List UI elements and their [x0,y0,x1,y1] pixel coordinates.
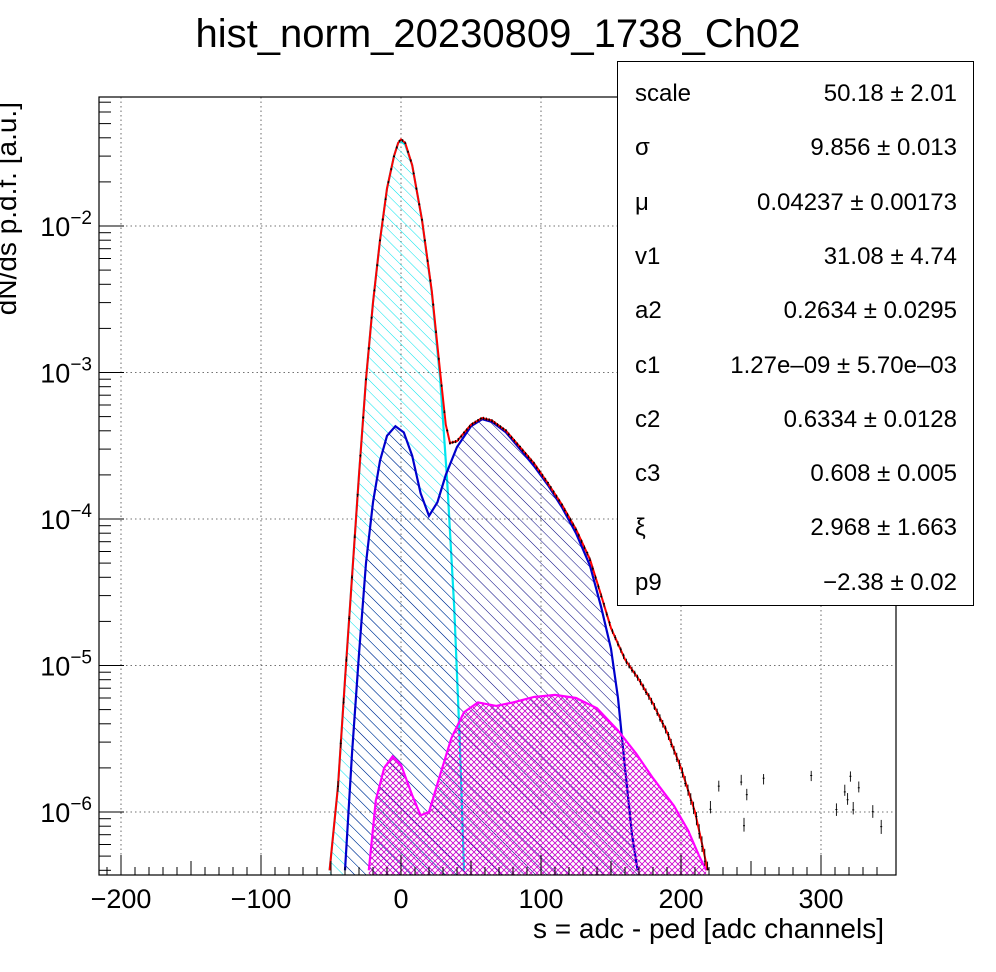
stat-value: 0.608 ± 0.005 [810,460,957,488]
axis-ticks: −200 −100 0 100 200 300 10−6 10−5 10−4 10−3 10−2 [40,101,878,914]
stat-name: scale [635,80,692,107]
second-order-component-curve-fill [368,694,707,875]
x-tick-label: 200 [658,884,703,914]
y-axis-label: dN/ds p.d.f. [a.u.] [0,102,22,315]
stat-name: p9 [635,568,662,596]
stat-row: c1 1.27e–09 ± 5.70e–03 [618,336,973,390]
stat-value: 0.2634 ± 0.0295 [783,297,957,325]
stat-row: p9 −2.38 ± 0.02 [618,553,973,607]
stat-row: σ 9.856 ± 0.013 [618,118,973,172]
x-tick-label: −100 [231,884,292,914]
data-points [337,139,883,871]
fit-parameters-box: scale 50.18 ± 2.01 σ 9.856 ± 0.013 μ 0.04237 … [617,61,974,606]
y-tick-label: 10−5 [40,648,92,682]
stat-name: c3 [635,460,661,488]
y-tick-label: 10−4 [40,501,92,535]
stat-value: 0.04237 ± 0.00173 [756,188,957,216]
x-tick-label: 0 [393,884,408,914]
stat-value: 2.968 ± 1.663 [810,514,957,542]
stat-name: v1 [635,242,661,270]
stat-row: c3 0.608 ± 0.005 [618,444,973,498]
x-tick-label: 300 [798,884,843,914]
stat-row: v1 31.08 ± 4.74 [618,227,973,281]
x-axis-label: s = adc - ped [adc channels] [533,913,884,944]
stat-name: μ [635,188,649,216]
stat-name: c1 [635,351,661,379]
stat-row: scale 50.18 ± 2.01 [618,64,973,118]
stat-value: 1.27e–09 ± 5.70e–03 [730,351,957,379]
stat-row: μ 0.04237 ± 0.00173 [618,173,973,227]
stat-value: −2.38 ± 0.02 [823,568,957,596]
second-order-component-curve [367,693,708,871]
x-tick-label: 100 [518,884,563,914]
stat-name: a2 [635,297,662,325]
stat-value: 0.6334 ± 0.0128 [783,405,957,433]
y-tick-label: 10−6 [40,794,92,828]
stat-row: ξ 2.968 ± 1.663 [618,498,973,552]
stat-value: 31.08 ± 4.74 [823,242,957,270]
series-layer [328,137,709,875]
stat-row: a2 0.2634 ± 0.0295 [618,281,973,335]
stat-name: ξ [635,514,646,542]
stat-value: 50.18 ± 2.01 [823,80,957,107]
stat-row: c2 0.6334 ± 0.0128 [618,390,973,444]
stat-name: σ [635,134,650,162]
y-tick-label: 10−3 [40,355,92,389]
stat-value: 9.856 ± 0.013 [810,134,957,162]
chart-title: hist_norm_20230809_1738_Ch02 [196,12,801,56]
stat-name: c2 [635,405,661,433]
y-tick-label: 10−2 [40,208,92,242]
x-tick-label: −200 [91,884,152,914]
